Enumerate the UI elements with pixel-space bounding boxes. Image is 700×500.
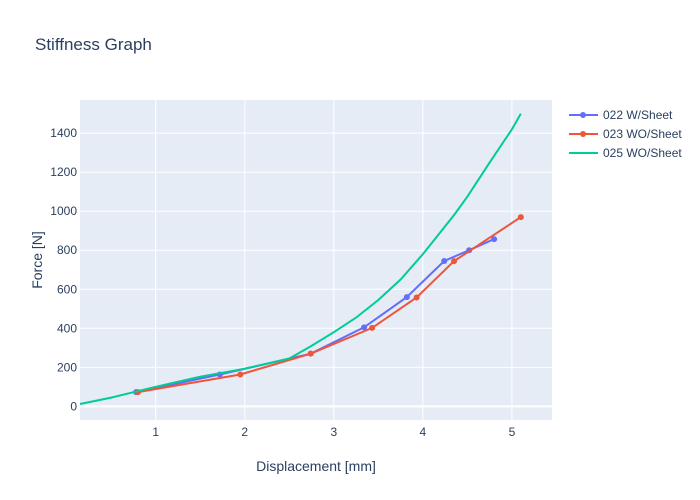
- y-tick-label: 0: [70, 399, 77, 413]
- data-point: [369, 324, 376, 331]
- x-axis-title: Displacement [mm]: [256, 458, 376, 474]
- x-tick-label: 2: [241, 425, 248, 439]
- plot-area: [80, 100, 552, 420]
- chart-title: Stiffness Graph: [35, 35, 152, 54]
- y-tick-label: 400: [57, 321, 77, 335]
- data-point: [307, 350, 314, 357]
- legend-label: 023 WO/Sheet: [603, 127, 682, 141]
- series-025-wo-sheet: [79, 113, 522, 405]
- legend-item[interactable]: 025 WO/Sheet: [569, 146, 682, 160]
- legend-marker: [580, 131, 586, 137]
- y-tick-label: 600: [57, 282, 77, 296]
- y-tick-label: 200: [57, 360, 77, 374]
- y-tick-label: 1000: [50, 204, 77, 218]
- y-tick-label: 800: [57, 243, 77, 257]
- grid-lines: [80, 100, 552, 420]
- data-point: [451, 258, 458, 265]
- data-point: [403, 294, 410, 301]
- tick-labels: 1 2 3 4 5 0 200 400 600 800 1000 1200 1400: [50, 126, 515, 439]
- legend-label: 022 W/Sheet: [603, 108, 673, 122]
- data-point: [491, 236, 498, 243]
- legend-item[interactable]: 023 WO/Sheet: [569, 127, 682, 141]
- x-tick-label: 4: [420, 425, 427, 439]
- data-point: [441, 257, 448, 264]
- legend-item[interactable]: 022 W/Sheet: [569, 108, 673, 122]
- y-tick-label: 1400: [50, 126, 77, 140]
- y-axis-title: Force [N]: [29, 231, 45, 289]
- y-tick-label: 1200: [50, 165, 77, 179]
- x-tick-label: 3: [330, 425, 337, 439]
- series-023-wo-sheet: [134, 214, 524, 396]
- legend-label: 025 WO/Sheet: [603, 146, 682, 160]
- data-point: [517, 214, 524, 221]
- series-line: [79, 113, 522, 405]
- legend[interactable]: 022 W/Sheet 023 WO/Sheet 025 WO/Sheet: [569, 108, 682, 160]
- x-tick-label: 1: [152, 425, 159, 439]
- data-point: [237, 371, 244, 378]
- series-layer: [79, 113, 524, 405]
- legend-marker: [580, 112, 586, 118]
- x-tick-label: 5: [509, 425, 516, 439]
- data-point: [413, 294, 420, 301]
- data-point: [361, 324, 368, 331]
